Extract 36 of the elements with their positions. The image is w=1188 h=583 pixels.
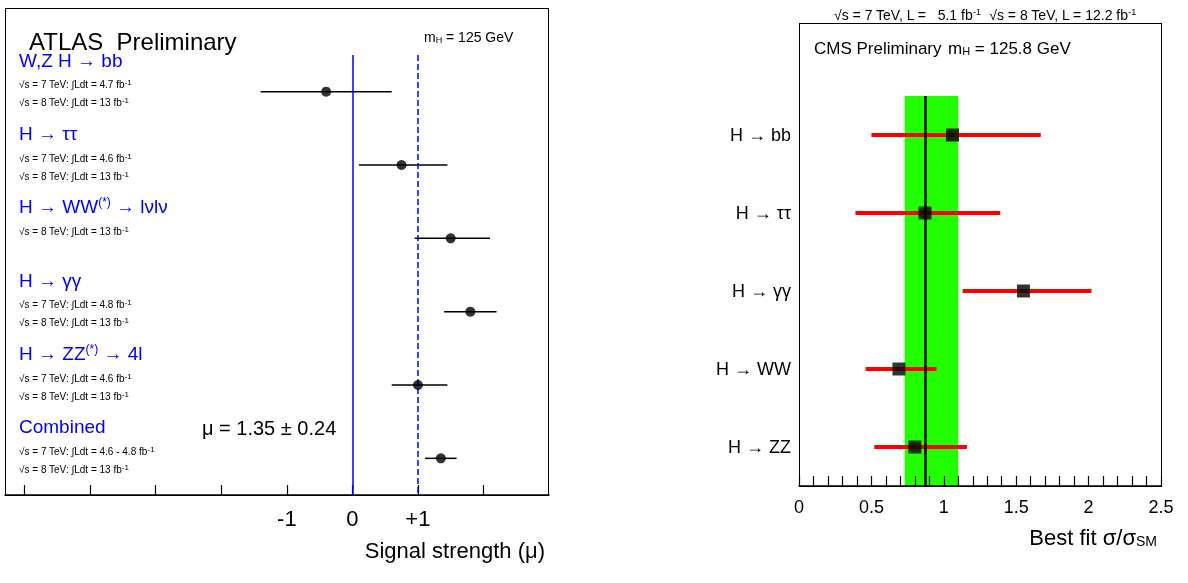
text: CMS Preliminary [814, 38, 943, 58]
text: mH = 125.8 GeV [948, 38, 1072, 58]
point [918, 206, 932, 220]
x-tick-label: 0.5 [858, 497, 884, 517]
y-tick-label: Combined [19, 416, 106, 438]
y-tick-label: H → WW [716, 359, 792, 379]
x-axis-title: Signal strength (μ) [364, 537, 545, 563]
y-tick-label: H → ττ [19, 123, 78, 144]
x-tick-label: 0 [793, 497, 805, 517]
x-tick-label: 1 [938, 497, 949, 517]
x-tick-label: 2 [1083, 497, 1094, 517]
point [908, 440, 922, 454]
y-tick-label: H → γγ [731, 281, 791, 301]
point [465, 306, 476, 317]
x-tick-label: 0 [346, 505, 359, 531]
point [396, 160, 407, 170]
annotation: mH = 125 GeV [424, 29, 515, 45]
point [412, 380, 423, 390]
y-tick-label: H → ZZ(*) → 4l [19, 342, 143, 364]
y-tick-label: H → ττ [735, 203, 791, 223]
point [435, 453, 446, 464]
y-tick-label: H → bb [729, 125, 791, 145]
x-tick-label: -1 [277, 505, 297, 531]
point [445, 233, 456, 244]
x-axis-title: Best fit σ/σSM [1029, 524, 1157, 550]
point [1016, 284, 1030, 298]
y-tick-label: H → WW(*) → lνlν [19, 195, 168, 217]
x-tick-label: 1.5 [1003, 497, 1029, 517]
point [321, 86, 332, 97]
point [945, 128, 959, 142]
y-tick-label: H → γγ [19, 269, 82, 291]
y-tick-label: H → ZZ [728, 437, 791, 457]
point [892, 362, 906, 376]
x-tick-label: +1 [405, 505, 431, 531]
annotation: μ = 1.35 ± 0.24 [202, 417, 337, 439]
x-tick-label: 2.5 [1148, 497, 1174, 517]
